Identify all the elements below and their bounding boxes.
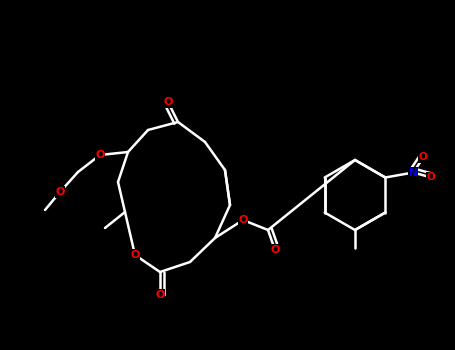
Text: O: O (163, 97, 173, 107)
Text: O: O (155, 290, 165, 300)
Text: O: O (270, 245, 280, 255)
Text: O: O (95, 150, 105, 160)
Text: O: O (427, 173, 436, 182)
Text: O: O (56, 187, 65, 197)
Text: O: O (238, 215, 248, 225)
Text: O: O (419, 153, 428, 162)
Text: N: N (409, 168, 418, 177)
Text: O: O (130, 250, 140, 260)
